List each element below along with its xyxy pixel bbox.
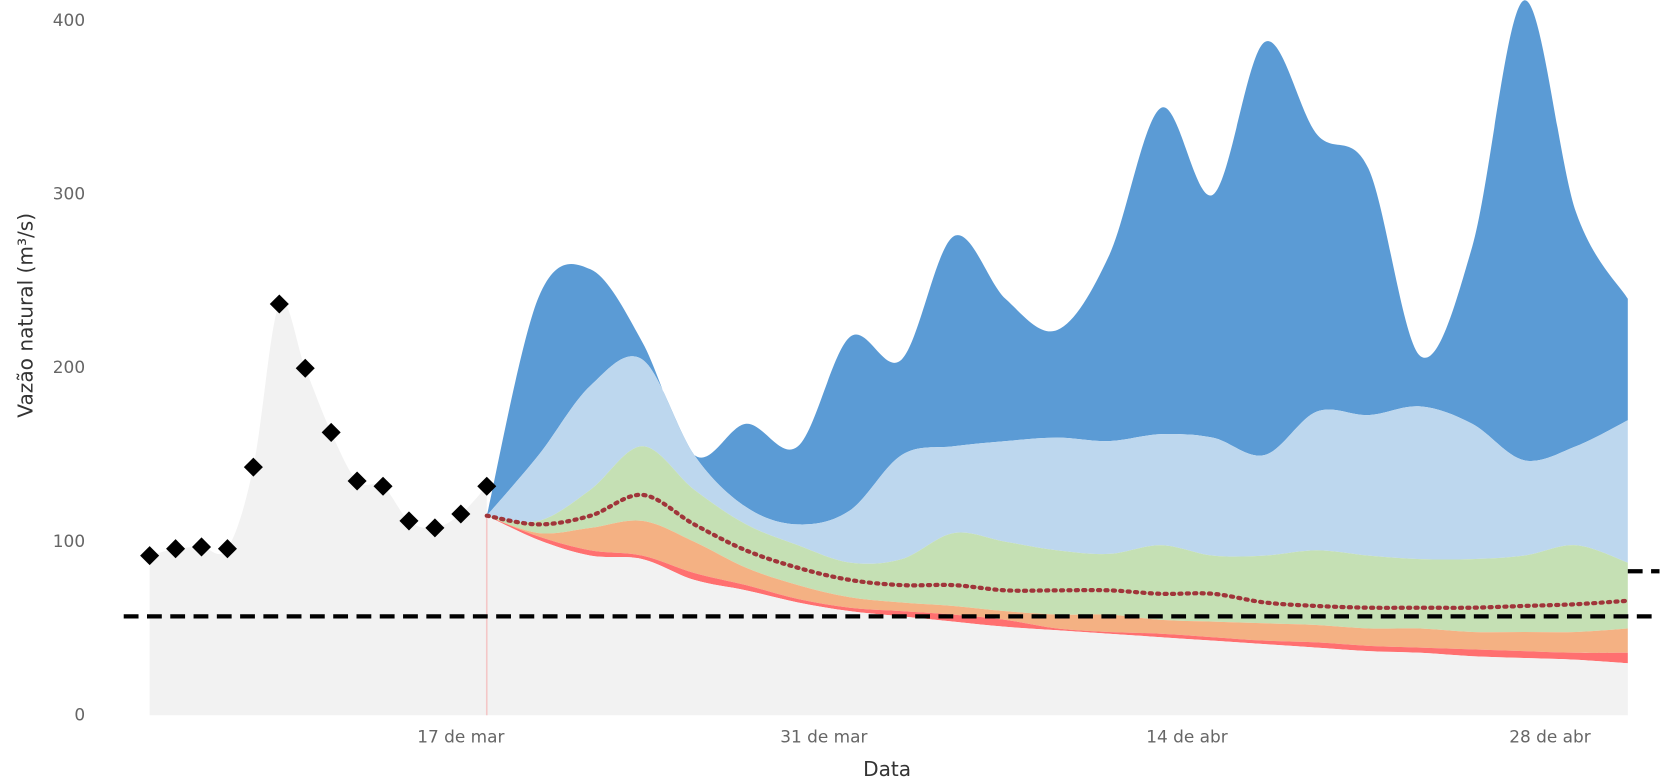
y-tick-label: 300 <box>53 184 85 204</box>
forecast-band <box>486 356 1628 564</box>
observed-point <box>321 422 341 442</box>
observed-point <box>269 294 289 314</box>
y-tick-label: 200 <box>53 357 85 377</box>
observed-area <box>149 301 487 716</box>
forecast-band <box>486 446 1628 633</box>
y-tick-label: 0 <box>74 704 85 724</box>
median-line <box>484 492 1630 610</box>
x-tick-label: 28 de abr <box>1509 727 1590 747</box>
x-tick-label: 17 de mar <box>417 727 504 747</box>
forecast-band <box>486 515 1628 653</box>
y-axis-title: Vazão natural (m³/s) <box>13 213 37 418</box>
y-tick-label: 100 <box>53 531 85 551</box>
observed-point <box>295 358 315 378</box>
observed-point <box>217 539 237 559</box>
observed-point <box>399 511 419 531</box>
x-axis-title: Data <box>863 757 911 781</box>
y-tick-label: 400 <box>53 10 85 30</box>
forecast-band <box>486 0 1628 525</box>
observed-point <box>166 539 186 559</box>
forecast-band <box>486 515 1628 716</box>
x-tick-label: 31 de mar <box>780 727 867 747</box>
observed-point <box>140 546 160 566</box>
x-tick-label: 14 de abr <box>1146 727 1227 747</box>
plot-area <box>123 0 1660 716</box>
